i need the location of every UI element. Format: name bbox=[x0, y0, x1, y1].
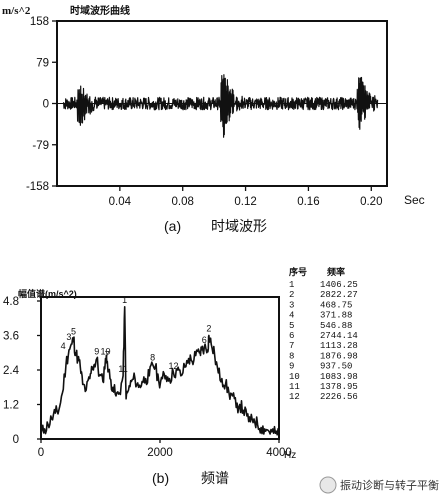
x-tick-label: 0.12 bbox=[234, 196, 256, 208]
peak-label: 3 bbox=[66, 332, 71, 342]
x-tick-label: 0.04 bbox=[109, 196, 132, 208]
x-tick-label: 0 bbox=[38, 447, 44, 459]
table-cell-index: 7 bbox=[289, 341, 294, 351]
x-tick-label: 0.16 bbox=[297, 196, 319, 208]
table-cell-frequency: 1876.98 bbox=[320, 351, 358, 361]
table-cell-index: 4 bbox=[289, 311, 294, 321]
time-chart-x-unit: Sec bbox=[404, 193, 425, 207]
time-waveform-series bbox=[62, 74, 379, 138]
peak-label: 11 bbox=[118, 364, 127, 374]
time-chart-caption-text: 时域波形 bbox=[211, 218, 267, 234]
time-waveform-chart: m/s^2 时域波形曲线 158 79 0 -79 -158 0.04 0.08 0.12 0… bbox=[2, 4, 425, 234]
table-cell-frequency: 1083.98 bbox=[320, 372, 358, 382]
table-cell-index: 12 bbox=[289, 392, 300, 402]
table-cell-frequency: 2744.14 bbox=[320, 331, 358, 341]
table-header-frequency: 频率 bbox=[327, 266, 345, 277]
time-chart-title: 时域波形曲线 bbox=[70, 4, 130, 17]
table-cell-index: 1 bbox=[289, 280, 294, 290]
y-tick-label: 1.2 bbox=[3, 400, 19, 412]
y-tick-label: 158 bbox=[30, 16, 49, 28]
table-cell-index: 8 bbox=[289, 351, 294, 361]
peak-label: 12 bbox=[168, 361, 178, 371]
table-cell-index: 2 bbox=[289, 290, 294, 300]
spectrum-chart-title: 幅值谱(m/s^2) bbox=[18, 288, 77, 299]
table-cell-frequency: 1113.28 bbox=[320, 341, 358, 351]
peak-frequency-table: 序号 频率 1 1406.25 2 2822.27 3 468.75 4 371.88 5 546… bbox=[289, 266, 358, 402]
spectrum-chart-x-unit: Hz bbox=[284, 450, 296, 461]
table-cell-index: 10 bbox=[289, 372, 300, 382]
x-tick-label: 0.08 bbox=[172, 196, 194, 208]
table-cell-frequency: 937.50 bbox=[320, 362, 352, 372]
peak-label: 9 bbox=[94, 347, 99, 357]
table-cell-index: 11 bbox=[289, 382, 300, 392]
peak-label: 8 bbox=[150, 352, 155, 362]
peak-label: 1 bbox=[122, 295, 127, 305]
table-cell-frequency: 546.88 bbox=[320, 321, 352, 331]
peak-label: 5 bbox=[71, 326, 76, 336]
spectrum-chart-caption-letter: (b) bbox=[152, 470, 169, 486]
spectrum-series bbox=[40, 305, 280, 436]
table-cell-frequency: 468.75 bbox=[320, 300, 352, 310]
y-tick-label: 4.8 bbox=[3, 296, 19, 308]
y-tick-label: -79 bbox=[32, 140, 49, 152]
peak-label: 2 bbox=[206, 324, 211, 334]
y-tick-label: 0 bbox=[13, 434, 19, 446]
table-cell-frequency: 371.88 bbox=[320, 311, 352, 321]
spectrum-chart-caption-text: 频谱 bbox=[201, 470, 229, 486]
table-cell-index: 3 bbox=[289, 300, 294, 310]
peak-label: 6 bbox=[202, 335, 207, 345]
y-tick-label: 3.6 bbox=[3, 331, 19, 343]
table-cell-frequency: 2822.27 bbox=[320, 290, 358, 300]
table-cell-index: 9 bbox=[289, 362, 294, 372]
time-chart-ylabel: m/s^2 bbox=[2, 5, 31, 17]
x-tick-label: 4000 bbox=[266, 447, 292, 459]
y-tick-label: 0 bbox=[43, 99, 49, 111]
watermark-text: 振动诊断与转子平衡 bbox=[340, 478, 439, 492]
table-cell-frequency: 1406.25 bbox=[320, 280, 358, 290]
x-tick-label: 2000 bbox=[147, 447, 173, 459]
peak-label: 10 bbox=[100, 347, 110, 357]
peak-label: 4 bbox=[61, 341, 66, 351]
watermark-logo bbox=[319, 476, 337, 494]
table-cell-frequency: 2226.56 bbox=[320, 392, 358, 402]
table-cell-frequency: 1378.95 bbox=[320, 382, 358, 392]
time-chart-caption-letter: (a) bbox=[164, 218, 181, 234]
y-tick-label: 2.4 bbox=[3, 365, 20, 377]
spectrum-chart: 幅值谱(m/s^2) 4.83.62.41.20 0 2000 4000 12345… bbox=[3, 266, 358, 486]
table-header-index: 序号 bbox=[289, 266, 307, 277]
spectrum-chart-frame bbox=[40, 296, 280, 440]
x-tick-label: 0.20 bbox=[360, 196, 382, 208]
table-cell-index: 6 bbox=[289, 331, 294, 341]
table-cell-index: 5 bbox=[289, 321, 294, 331]
watermark: 振动诊断与转子平衡 bbox=[319, 476, 439, 494]
y-tick-label: -158 bbox=[26, 181, 49, 193]
y-tick-label: 79 bbox=[36, 57, 49, 69]
peak-label: 7 bbox=[105, 349, 110, 359]
